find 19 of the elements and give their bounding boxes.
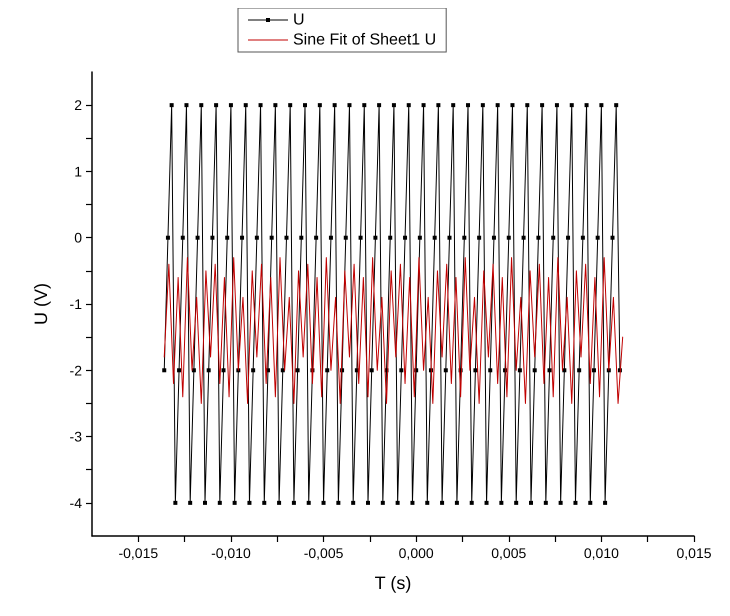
y-tick-label: 0: [74, 230, 82, 246]
line-series: [164, 257, 624, 404]
x-tick-label: 0,000: [398, 545, 434, 561]
x-tick-label: 0,015: [676, 545, 712, 561]
legend-label: Sine Fit of Sheet1 U: [293, 32, 436, 48]
y-tick-label: -1: [70, 296, 82, 312]
x-tick-label: -0,005: [304, 545, 344, 561]
y-tick-label: -2: [70, 362, 82, 378]
x-axis-title: T (s): [374, 573, 412, 593]
y-tick-label: 2: [74, 97, 82, 114]
legend-label: U: [293, 12, 305, 28]
x-tick-label: 0,010: [584, 545, 620, 561]
y-axis-title: U (V): [31, 283, 51, 325]
y-tick-label: -4: [70, 494, 82, 511]
x-tick-label: 0,005: [491, 545, 526, 561]
y-tick-label: 1: [74, 163, 82, 180]
x-tick-label: -0,015: [118, 545, 158, 561]
x-tick-label: -0,010: [211, 545, 251, 561]
y-tick-label: -3: [70, 428, 82, 445]
